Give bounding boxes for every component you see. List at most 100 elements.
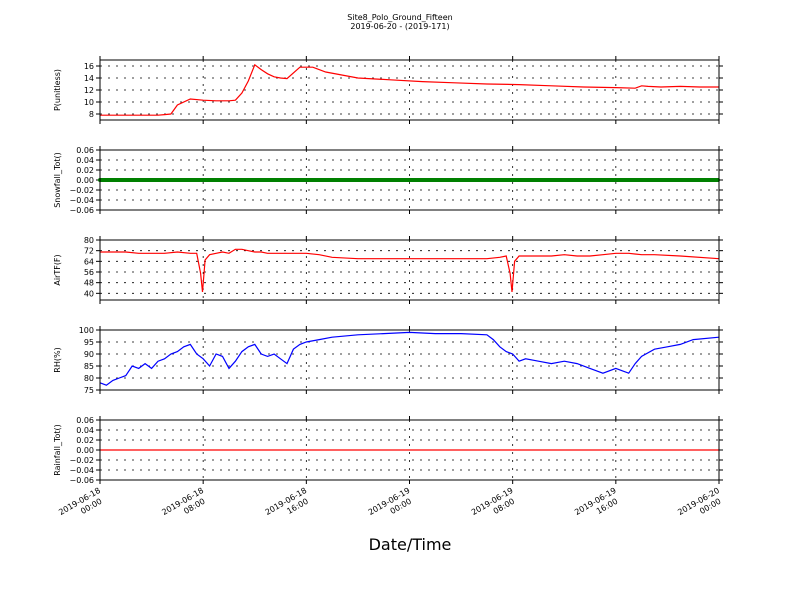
series-marker <box>200 178 204 182</box>
series-marker <box>482 178 486 182</box>
y-tick-label: 10 <box>84 98 94 107</box>
y-axis-label: P(unitless) <box>53 69 62 111</box>
series-marker <box>245 178 249 182</box>
series-marker <box>209 178 213 182</box>
series-marker <box>398 178 402 182</box>
y-tick-label: −0.02 <box>69 186 94 195</box>
y-tick-label: −0.04 <box>69 196 94 205</box>
series-marker <box>311 178 315 182</box>
series-marker <box>587 178 591 182</box>
series-marker <box>431 178 435 182</box>
series-marker <box>596 178 600 182</box>
series-marker <box>569 178 573 182</box>
series-marker <box>413 178 417 182</box>
y-tick-label: 0.00 <box>76 176 94 185</box>
series-marker <box>344 178 348 182</box>
series-marker <box>437 178 441 182</box>
series-marker <box>512 178 516 182</box>
series-marker <box>389 178 393 182</box>
series-marker <box>194 178 198 182</box>
series-marker <box>608 178 612 182</box>
series-marker <box>101 178 105 182</box>
series-marker <box>293 178 297 182</box>
series-line <box>100 63 719 116</box>
series-marker <box>380 178 384 182</box>
series-marker <box>335 178 339 182</box>
y-tick-label: −0.04 <box>69 466 94 475</box>
series-marker <box>137 178 141 182</box>
series-marker <box>479 178 483 182</box>
series-marker <box>638 178 642 182</box>
series-marker <box>308 178 312 182</box>
series-marker <box>449 178 453 182</box>
y-tick-label: 56 <box>84 268 94 277</box>
y-tick-label: 0.04 <box>76 426 94 435</box>
series-marker <box>614 178 618 182</box>
series-marker <box>713 178 717 182</box>
series-marker <box>536 178 540 182</box>
series-marker <box>239 178 243 182</box>
series-marker <box>560 178 564 182</box>
series-marker <box>674 178 678 182</box>
y-tick-label: 0.04 <box>76 156 94 165</box>
x-tick-label: 2019-06-1900:00 <box>367 486 417 526</box>
series-marker <box>170 178 174 182</box>
series-marker <box>647 178 651 182</box>
series-marker <box>551 178 555 182</box>
series-marker <box>650 178 654 182</box>
series-marker <box>521 178 525 182</box>
series-marker <box>179 178 183 182</box>
series-marker <box>455 178 459 182</box>
series-marker <box>422 178 426 182</box>
y-tick-label: 72 <box>84 247 94 256</box>
series-marker <box>206 178 210 182</box>
series-marker <box>203 178 207 182</box>
series-marker <box>110 178 114 182</box>
series-marker <box>143 178 147 182</box>
axes-frame <box>99 419 720 481</box>
series-marker <box>461 178 465 182</box>
series-marker <box>656 178 660 182</box>
series-marker <box>347 178 351 182</box>
series-marker <box>368 178 372 182</box>
series-marker <box>473 178 477 182</box>
series-marker <box>134 178 138 182</box>
series-marker <box>518 178 522 182</box>
series-marker <box>227 178 231 182</box>
series-marker <box>563 178 567 182</box>
series-marker <box>281 178 285 182</box>
series-marker <box>707 178 711 182</box>
y-tick-label: 80 <box>84 236 94 245</box>
series-marker <box>305 178 309 182</box>
series-marker <box>323 178 327 182</box>
y-tick-label: 8 <box>89 110 94 119</box>
x-tick-label: 2019-06-1916:00 <box>573 486 623 526</box>
series-marker <box>554 178 558 182</box>
y-tick-label: −0.06 <box>69 476 94 485</box>
chart-subtitle: 2019-06-20 - (2019-171) <box>350 22 449 31</box>
series-marker <box>593 178 597 182</box>
series-marker <box>467 178 471 182</box>
x-tick-label: 2019-06-1800:00 <box>57 486 107 526</box>
subplot-4: 75 80 85 90 95 100 RH(%) <box>53 326 723 395</box>
series-marker <box>683 178 687 182</box>
series-marker <box>623 178 627 182</box>
x-tick-label: 2019-06-1816:00 <box>264 486 314 526</box>
series-marker <box>677 178 681 182</box>
series-marker <box>446 178 450 182</box>
y-tick-label: 90 <box>84 350 94 359</box>
series-marker <box>443 178 447 182</box>
series-marker <box>191 178 195 182</box>
series-marker <box>599 178 603 182</box>
series-marker <box>686 178 690 182</box>
y-tick-label: 75 <box>84 386 94 395</box>
series-marker <box>125 178 129 182</box>
series-marker <box>197 178 201 182</box>
y-axis-label: Snowfall_Tot() <box>53 152 62 208</box>
series-marker <box>257 178 261 182</box>
series-marker <box>230 178 234 182</box>
series-marker <box>284 178 288 182</box>
series-marker <box>590 178 594 182</box>
axes-frame <box>99 239 720 301</box>
series-marker <box>233 178 237 182</box>
